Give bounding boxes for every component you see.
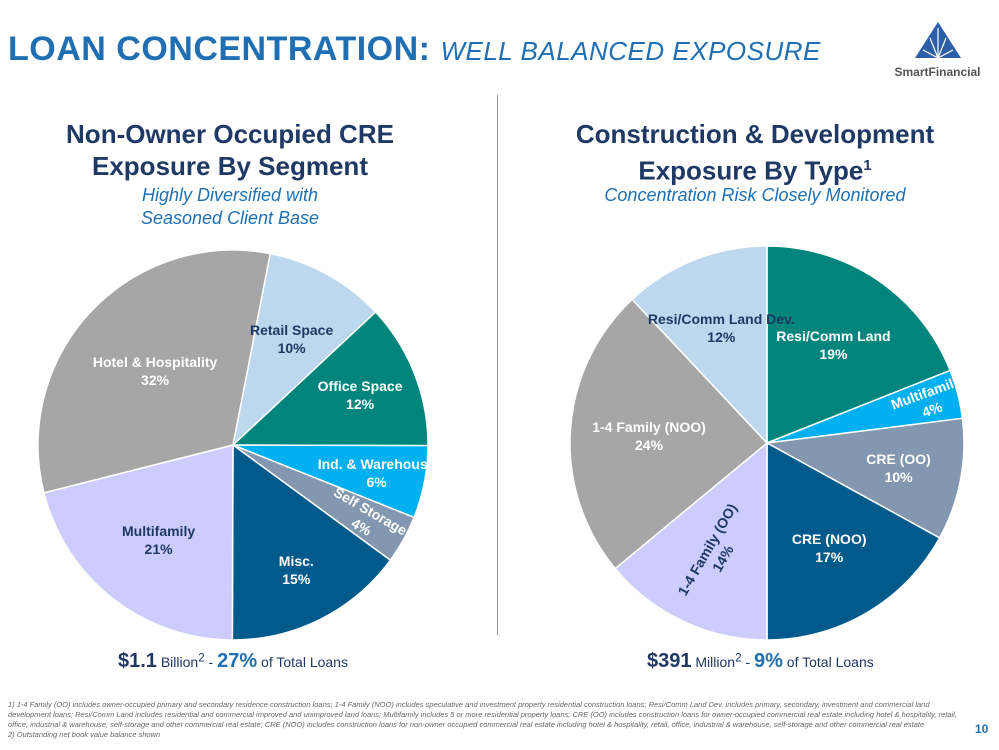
- slice-label: CRE (NOO) 17%: [792, 530, 867, 566]
- left-heading-line1: Non-Owner Occupied CRE: [66, 119, 394, 149]
- logo-triangle-icon: [914, 22, 961, 59]
- left-total-sep: -: [204, 654, 218, 670]
- slice-label-name: Ind. & Warehouse: [317, 455, 436, 472]
- right-heading-line2: Exposure By Type: [638, 155, 864, 186]
- left-sub-line1: Highly Diversified with: [141, 185, 319, 205]
- footnote-1: 1) 1-4 Family (OO) includes owner-occupi…: [8, 700, 957, 729]
- slice-label-name: Misc.: [278, 553, 314, 570]
- slice-label-name: Resi/Comm Land Dev.: [647, 310, 795, 327]
- slice-label-name: Hotel & Hospitality: [92, 354, 218, 371]
- left-subheading: Highly Diversified with Seasoned Client B…: [30, 184, 430, 230]
- pie-slice: [614, 441, 768, 641]
- slice-label: Resi/Comm Land Dev. 12%: [648, 310, 795, 346]
- slice-label: Retail Space 10%: [250, 321, 333, 357]
- slice-label: Ind. & Warehouse 6%: [318, 455, 436, 491]
- slice-label: 1-4 Family (NOO) 24%: [592, 418, 706, 454]
- right-heading-sup: 1: [863, 157, 872, 174]
- right-total-amount: $391: [647, 650, 692, 672]
- slice-label-name: Office Space: [317, 378, 403, 395]
- pie-chart-construction: [569, 245, 965, 641]
- right-heading: Construction & Development Exposure By Ty…: [555, 118, 955, 187]
- pie-slice: [231, 310, 429, 447]
- slice-label: Hotel & Hospitality 32%: [93, 353, 217, 389]
- slice-label: Misc. 15%: [279, 552, 314, 588]
- slice-label-value: 21%: [144, 541, 173, 558]
- slice-label-value: 10%: [277, 340, 306, 357]
- slice-label-name: Multifamily: [122, 523, 196, 540]
- slice-label-value: 32%: [141, 372, 170, 389]
- slice-label: Office Space 12%: [318, 377, 403, 413]
- right-total-sep: -: [741, 654, 755, 670]
- slice-label-name: CRE (NOO): [791, 531, 867, 548]
- left-total-amount: $1.1: [118, 650, 157, 672]
- right-total-unit: Million: [695, 654, 736, 670]
- pie-slice: [231, 443, 392, 641]
- slice-label-value: 6%: [366, 473, 387, 490]
- slice-label-value: 15%: [282, 571, 311, 588]
- left-total: $1.1 Billion2 - 27% of Total Loans: [118, 650, 348, 673]
- slice-label-name: CRE (OO): [866, 451, 931, 468]
- pie-slice: [231, 252, 377, 448]
- left-sub-line2: Seasoned Client Base: [140, 208, 320, 228]
- slice-label-value: 10%: [884, 469, 913, 486]
- slice-label-name: Resi/Comm Land: [776, 328, 891, 345]
- pie-slice: [631, 245, 768, 445]
- slice-label-value: 12%: [707, 328, 736, 345]
- slice-label-name: 1-4 Family (NOO): [592, 418, 706, 435]
- page-number: 10: [975, 722, 989, 736]
- right-total-pct: 9%: [754, 650, 783, 672]
- slice-label-value: 24%: [635, 436, 664, 453]
- left-heading-line2: Exposure By Segment: [92, 151, 368, 181]
- left-total-unit: Billion: [160, 654, 199, 670]
- left-total-sup: 2: [198, 651, 205, 665]
- pie-slice: [569, 298, 769, 570]
- right-heading-line1: Construction & Development: [575, 119, 935, 149]
- slice-label: Multifamily 21%: [122, 522, 195, 558]
- pie-slice: [764, 417, 965, 539]
- left-total-suffix: of Total Loans: [257, 654, 348, 670]
- right-total-sup: 2: [735, 651, 742, 665]
- pie-chart-noo-cre: [37, 249, 429, 641]
- footnotes: 1) 1-4 Family (OO) includes owner-occupi…: [8, 700, 968, 740]
- logo-text: SmartFinancial: [894, 65, 981, 79]
- left-heading: Non-Owner Occupied CRE Exposure By Segmen…: [30, 118, 430, 182]
- slice-label-value: 12%: [346, 396, 375, 413]
- pie-slice: [43, 444, 234, 641]
- slice-label: CRE (OO) 10%: [866, 450, 931, 486]
- slice-label-value: 19%: [819, 346, 848, 363]
- slice-label-value: 17%: [815, 549, 844, 566]
- pie-slice: [766, 441, 941, 641]
- pie-slice: [37, 249, 272, 494]
- slice-label: Resi/Comm Land 19%: [776, 327, 890, 363]
- right-total: $391 Million2 - 9% of Total Loans: [647, 650, 874, 673]
- company-logo: SmartFinancial: [885, 20, 990, 79]
- right-total-suffix: of Total Loans: [782, 654, 874, 670]
- pie-slice: [766, 245, 952, 445]
- title-main: LOAN CONCENTRATION:: [8, 30, 431, 68]
- title-sub: WELL BALANCED EXPOSURE: [440, 36, 821, 66]
- column-divider: [497, 95, 498, 635]
- footnote-2: 2) Outstanding net book value balance sh…: [8, 730, 161, 739]
- left-total-pct: 27%: [217, 650, 258, 672]
- slide-title: LOAN CONCENTRATION: WELL BALANCED EXPOSU…: [8, 30, 821, 69]
- right-subheading: Concentration Risk Closely Monitored: [604, 185, 906, 205]
- slice-label-name: Retail Space: [249, 322, 334, 339]
